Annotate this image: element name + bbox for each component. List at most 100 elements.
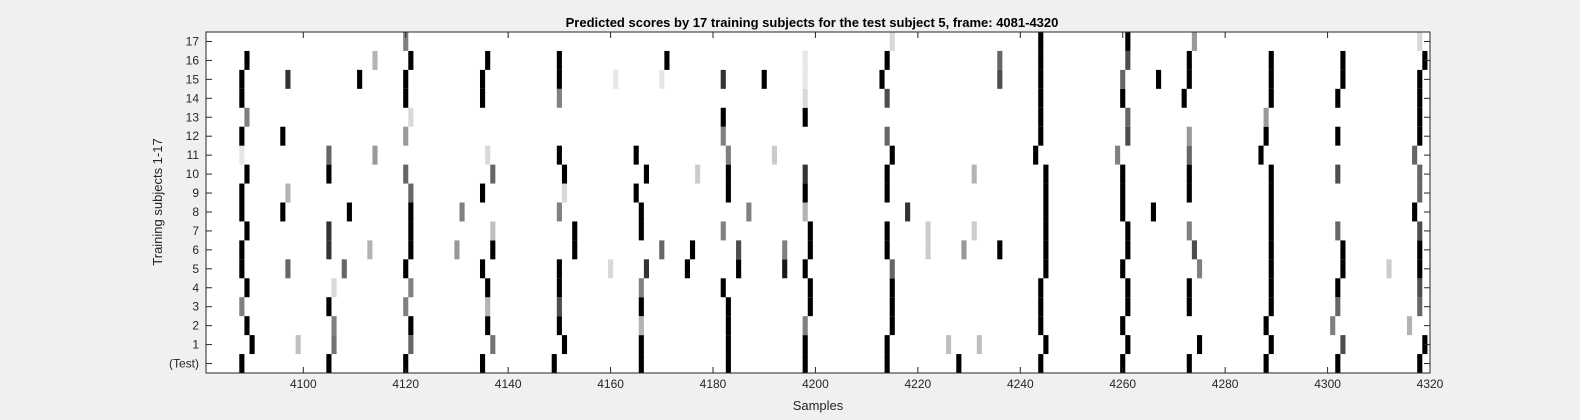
heatmap-cell xyxy=(280,126,286,146)
heatmap-cell xyxy=(802,202,808,222)
heatmap-cell xyxy=(725,335,731,355)
heatmap-cell xyxy=(459,202,465,222)
heatmap-cell xyxy=(725,183,731,203)
y-tick-label: 6 xyxy=(192,243,199,257)
heatmap-cell xyxy=(403,69,409,89)
heatmap-cell xyxy=(971,221,977,241)
heatmap-cell xyxy=(1150,202,1157,222)
heatmap-cell xyxy=(638,202,644,222)
heatmap-cell xyxy=(879,69,885,89)
heatmap-cell xyxy=(1268,202,1274,222)
heatmap-cell xyxy=(1186,278,1192,298)
x-tick-label: 4240 xyxy=(1007,377,1034,391)
heatmap-cell xyxy=(1186,50,1192,70)
heatmap-cell xyxy=(1186,145,1192,165)
y-tick-label: 8 xyxy=(192,205,199,219)
heatmap-cell xyxy=(485,145,491,165)
heatmap-cell xyxy=(551,354,557,373)
x-tick-label: 4200 xyxy=(802,377,829,391)
heatmap-cell xyxy=(1340,240,1346,260)
heatmap-cell xyxy=(485,316,491,336)
heatmap-cell xyxy=(326,221,332,241)
heatmap-cell xyxy=(1115,145,1121,165)
heatmap-cell xyxy=(408,278,414,298)
heatmap-cell xyxy=(485,297,491,317)
x-tick-label: 4120 xyxy=(392,377,419,391)
heatmap-cell xyxy=(1186,354,1192,373)
heatmap-cell xyxy=(1125,240,1131,260)
heatmap-cell xyxy=(695,164,701,184)
heatmap-cell xyxy=(572,240,578,260)
heatmap-cell xyxy=(889,145,895,165)
heatmap-cell xyxy=(341,259,347,279)
heatmap-cell xyxy=(572,221,578,241)
heatmap-cell xyxy=(1268,335,1274,355)
heatmap-cell xyxy=(807,240,813,260)
heatmap-cell xyxy=(1386,259,1392,279)
y-tick-label: 12 xyxy=(186,129,200,143)
heatmap-cell xyxy=(725,354,731,373)
heatmap-cell xyxy=(244,50,250,70)
heatmap-cell xyxy=(408,202,414,222)
heatmap-cell xyxy=(295,335,301,355)
heatmap-cell xyxy=(556,202,562,222)
x-tick-label: 4300 xyxy=(1314,377,1341,391)
heatmap-cell xyxy=(408,221,414,241)
heatmap-cell xyxy=(479,88,486,108)
heatmap-cell xyxy=(1417,88,1423,108)
heatmap-cell xyxy=(802,354,808,373)
heatmap-cell xyxy=(1268,88,1274,108)
heatmap-cell xyxy=(403,297,409,317)
heatmap-cell xyxy=(239,259,245,279)
heatmap-cell xyxy=(1417,240,1423,260)
heatmap-cell xyxy=(1340,69,1346,89)
y-tick-label: 15 xyxy=(186,72,200,86)
heatmap-cell xyxy=(884,354,890,373)
heatmap-cell xyxy=(884,183,890,203)
x-tick-label: 4320 xyxy=(1417,377,1444,391)
heatmap-cell xyxy=(1125,107,1131,127)
heatmap-cell xyxy=(561,335,568,355)
heatmap-cell xyxy=(1038,88,1044,108)
heatmap-cell xyxy=(997,240,1003,260)
heatmap-cell xyxy=(643,164,649,184)
y-tick-label: 5 xyxy=(192,262,199,276)
heatmap-cell xyxy=(1120,259,1126,279)
plot-border xyxy=(205,31,1431,374)
heatmap-cell xyxy=(1417,32,1423,51)
heatmap-cell xyxy=(884,164,890,184)
heatmap-cell xyxy=(1038,316,1044,336)
heatmap-cell xyxy=(1038,278,1044,298)
heatmap-cell xyxy=(807,297,813,317)
heatmap-cell xyxy=(490,221,496,241)
heatmap-cell xyxy=(782,240,788,260)
heatmap-cell xyxy=(925,240,931,260)
heatmap-cell xyxy=(408,335,414,355)
heatmap-cell xyxy=(1263,354,1269,373)
heatmap-cell xyxy=(1125,278,1131,298)
heatmap-cell xyxy=(408,316,414,336)
y-tick-label: 7 xyxy=(192,224,199,238)
heatmap-cell xyxy=(1043,183,1049,203)
heatmap-cell xyxy=(725,297,731,317)
heatmap-cell xyxy=(638,354,644,373)
heatmap-cell xyxy=(802,164,808,184)
heatmap-cell xyxy=(1043,240,1049,260)
heatmap-cell xyxy=(1120,354,1126,373)
heatmap-cell xyxy=(479,259,486,279)
heatmap-cell xyxy=(1268,221,1274,241)
heatmap-cell xyxy=(1330,316,1336,336)
heatmap-cell xyxy=(889,259,895,279)
heatmap-cell xyxy=(239,240,245,260)
y-tick-label: 17 xyxy=(186,34,200,48)
heatmap-cell xyxy=(479,183,486,203)
heatmap-cell xyxy=(490,335,496,355)
x-axis: 4100 4120 4140 4160 4180 4200 4220 4240 4260 4280… xyxy=(290,32,1444,391)
x-tick-label: 4280 xyxy=(1212,377,1239,391)
heatmap-cell xyxy=(1120,69,1126,89)
heatmap-cell xyxy=(638,278,644,298)
heatmap-cell xyxy=(1156,69,1162,89)
heatmap-cell xyxy=(1125,32,1131,51)
heatmap-cell xyxy=(1038,297,1044,317)
heatmap-cell xyxy=(1186,221,1192,241)
